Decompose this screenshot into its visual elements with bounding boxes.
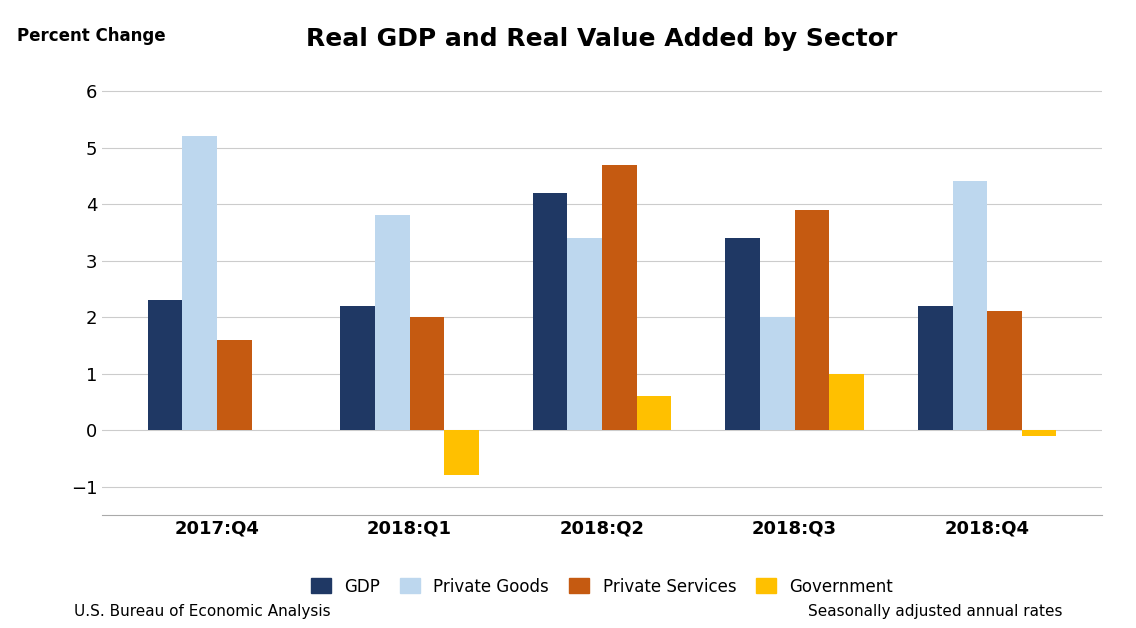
Bar [533,193,567,430]
Bar [375,215,410,430]
Bar [602,165,637,430]
Bar [340,306,375,430]
Bar [410,317,444,430]
Bar [794,210,829,430]
Bar [829,374,864,430]
Text: Seasonally adjusted annual rates: Seasonally adjusted annual rates [808,604,1062,619]
Title: Real GDP and Real Value Added by Sector: Real GDP and Real Value Added by Sector [307,27,897,51]
Bar [148,300,183,430]
Bar [444,430,479,475]
Bar [217,340,252,430]
Text: U.S. Bureau of Economic Analysis: U.S. Bureau of Economic Analysis [74,604,331,619]
Legend: GDP, Private Goods, Private Services, Government: GDP, Private Goods, Private Services, Go… [311,578,893,595]
Bar [725,238,760,430]
Bar [918,306,952,430]
Bar [567,238,602,430]
Bar [760,317,794,430]
Bar [952,181,987,430]
Bar [1021,430,1056,436]
Bar [987,311,1021,430]
Bar [637,396,671,430]
Text: Percent Change: Percent Change [17,27,166,45]
Bar [183,136,217,430]
